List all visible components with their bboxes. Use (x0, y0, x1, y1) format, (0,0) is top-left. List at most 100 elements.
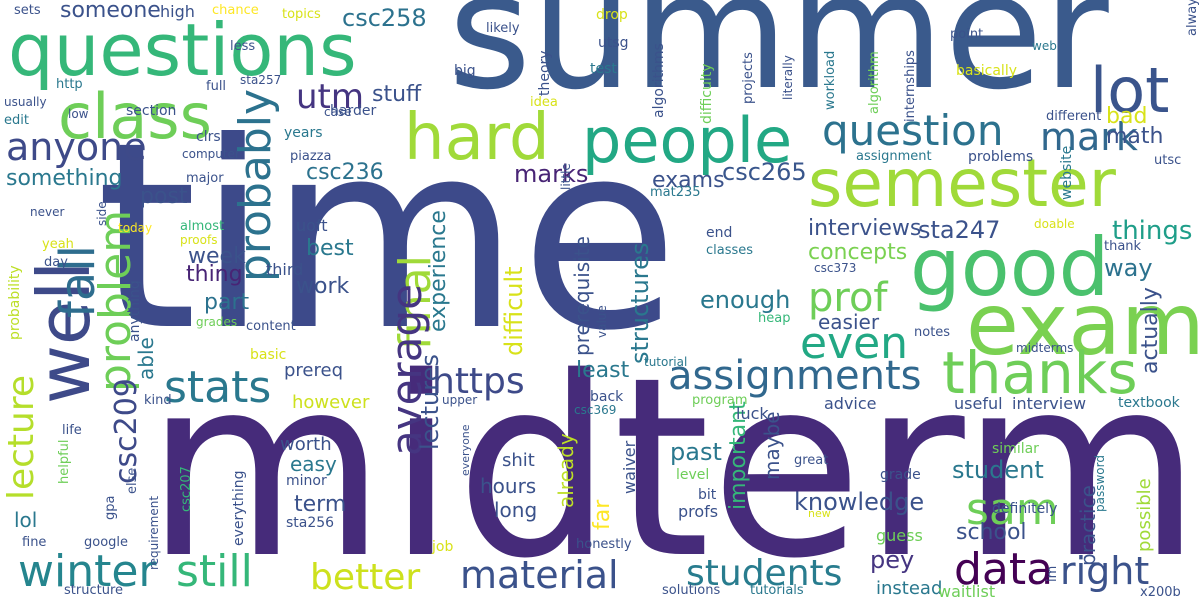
word-drop: drop (596, 7, 628, 23)
word-pey: pey (870, 546, 915, 574)
word-bad: bad (1106, 104, 1148, 129)
word-midterms: midterms (1016, 341, 1074, 355)
word-past: past (670, 438, 722, 466)
word-people: people (582, 104, 793, 177)
word-csc373: csc373 (814, 261, 857, 275)
word-https: https (432, 361, 525, 402)
word-prof: prof (808, 275, 888, 321)
word-never: never (30, 205, 65, 219)
word-life: life (62, 423, 82, 438)
word-student: student (952, 456, 1044, 484)
word-math: math (1106, 124, 1164, 149)
word-knowledge: knowledge (794, 488, 925, 516)
word-lectures: lectures (416, 354, 444, 450)
word-sam: sam (966, 484, 1059, 535)
word-profs: profs (678, 502, 719, 521)
word-concepts: concepts (808, 240, 908, 265)
word-x200b: x200b (1140, 585, 1181, 600)
word-guess: guess (876, 526, 923, 545)
word-end: end (706, 225, 733, 241)
word-grades: grades (196, 315, 238, 329)
word-grade: grade (880, 467, 921, 483)
word-utsg: utsg (598, 35, 629, 51)
word-classes: classes (706, 243, 754, 258)
word-theory: theory (537, 50, 553, 96)
word-http: http (56, 77, 83, 92)
word-luck: luck (736, 404, 769, 423)
word-thank: thank (1104, 239, 1142, 254)
word-projects: projects (741, 52, 756, 104)
word-uoft: uoft (296, 216, 328, 235)
word-semester: semester (808, 145, 1116, 222)
word-almost: almost (180, 219, 225, 234)
word-structures: structures (626, 242, 654, 364)
word-else: else (125, 467, 140, 494)
word-im: im (1045, 565, 1060, 582)
word-good: good (910, 221, 1110, 314)
word-usually: usually (4, 95, 47, 109)
word-week: week (188, 244, 246, 269)
word-material: material (460, 553, 619, 597)
word-doable: doable (1034, 217, 1075, 231)
word-tutorial: tutorial (644, 355, 688, 369)
word-midterm: midterm (145, 325, 1200, 600)
word-everyone: everyone (459, 424, 472, 476)
word-shit: shit (502, 450, 535, 471)
word-even: even (800, 318, 909, 369)
word-interview: interview (1012, 394, 1087, 413)
word-level: level (676, 467, 710, 483)
word-better: better (310, 557, 421, 598)
word-csc258: csc258 (342, 4, 427, 32)
word-best: best (306, 236, 354, 261)
word-different: different (1046, 109, 1102, 124)
word-side: side (95, 201, 109, 226)
word-value: value (595, 305, 609, 338)
word-high: high (160, 2, 195, 21)
word-web: web (1032, 39, 1057, 53)
word-tutorials: tutorials (750, 583, 804, 598)
word-computer: computer (182, 147, 240, 161)
word-still: still (176, 546, 253, 597)
word-csc207: csc207 (179, 466, 194, 512)
word-notes: notes (914, 325, 951, 340)
word-waitlist: waitlist (938, 582, 996, 600)
word-solutions: solutions (662, 583, 721, 598)
word-probability: probability (7, 265, 23, 340)
word-job: job (432, 539, 454, 555)
word-csc236: csc236 (306, 160, 384, 185)
word-least: least (576, 358, 630, 383)
word-anything: anything (127, 280, 143, 342)
word-data: data (954, 544, 1054, 595)
word-waiver: waiver (620, 440, 639, 494)
word-long: long (494, 498, 538, 522)
word-kind: kind (144, 393, 172, 408)
word-thing: thing (186, 262, 243, 287)
word-algorithms: algorithms (651, 43, 667, 118)
word-worth: worth (280, 434, 332, 455)
word-question: question (822, 106, 1004, 155)
word-always: always (1185, 0, 1200, 36)
word-chance: chance (212, 3, 259, 18)
word-today: today (118, 221, 153, 235)
word-difficult: difficult (500, 266, 528, 356)
word-yeah: yeah (42, 237, 74, 252)
word-program: program (692, 393, 748, 408)
word-summer: summer (448, 0, 1109, 125)
word-part: part (204, 290, 250, 315)
word-similar: similar (992, 441, 1039, 457)
word-utsc: utsc (1154, 153, 1182, 168)
word-likely: likely (486, 21, 520, 36)
word-great: great (794, 453, 829, 468)
word-hours: hours (480, 474, 537, 498)
word-things: things (1112, 216, 1193, 246)
word-structure: structure (64, 583, 123, 598)
word-exams: exams (652, 168, 725, 193)
word-work: work (296, 274, 350, 299)
word-basic: basic (250, 347, 287, 363)
word-topics: topics (282, 7, 321, 22)
word-internships: internships (903, 50, 918, 122)
word-way: way (1104, 254, 1153, 282)
word-years: years (284, 125, 323, 141)
word-minor: minor (286, 473, 327, 489)
word-instead: instead (876, 578, 943, 599)
